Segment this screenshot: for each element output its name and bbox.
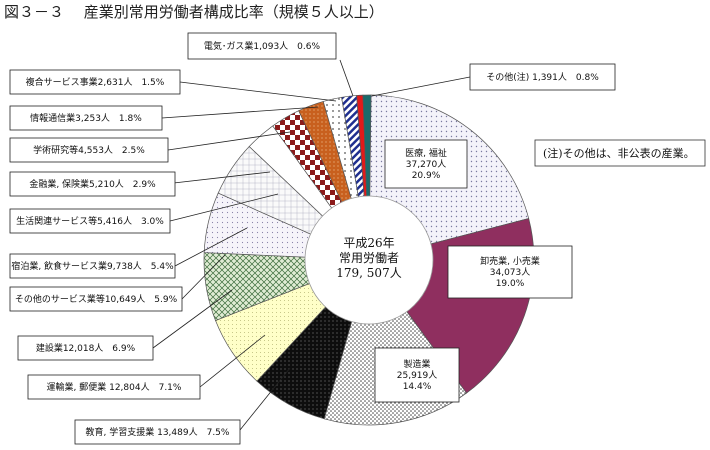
label-text-education: 教育, 学習支援業 13,489人 7.5% xyxy=(86,426,230,438)
note-box xyxy=(534,139,706,167)
leader-line-living-services xyxy=(169,193,279,222)
label-text-wholesale-retail: 19.0% xyxy=(496,279,525,289)
label-text-manufacturing: 製造業 xyxy=(403,358,430,370)
label-text-wholesale-retail: 34,073人 xyxy=(490,267,531,278)
label-box-other xyxy=(469,63,616,91)
label-text-manufacturing: 25,919人 xyxy=(397,370,438,381)
label-box-medical-welfare xyxy=(384,139,468,189)
center-year: 平成26年 xyxy=(343,236,394,250)
leader-line-info-comm xyxy=(161,106,319,119)
label-text-compound-services: 複合サービス事業2,631人 1.5% xyxy=(26,76,165,88)
leader-line-electricity-gas xyxy=(339,59,354,97)
label-box-manufacturing xyxy=(374,347,460,403)
leader-line-other-services xyxy=(181,254,226,300)
label-text-electricity-gas: 電気･ガス業1,093人 0.6% xyxy=(204,40,321,52)
label-box-other-services xyxy=(9,286,183,312)
label-text-info-comm: 情報通信業3,253人 1.8% xyxy=(30,112,142,124)
center-total: 179, 507人 xyxy=(336,266,401,280)
label-text-wholesale-retail: 卸売業, 小売業 xyxy=(480,255,540,267)
figure-title: 図３－３ 産業別常用労働者構成比率（規模５人以上） xyxy=(4,3,384,21)
label-box-construction xyxy=(17,335,154,361)
note-text: (注)その他は、非公表の産業。 xyxy=(543,146,695,160)
label-box-info-comm xyxy=(9,105,163,131)
leader-line-accommodation-food xyxy=(174,227,248,267)
label-box-finance-insurance xyxy=(9,171,176,197)
leader-line-other xyxy=(371,76,471,97)
donut-hole xyxy=(304,195,434,325)
label-box-education xyxy=(74,419,241,445)
leader-line-compound-services xyxy=(179,81,337,102)
label-text-accommodation-food: 宿泊業, 飲食サービス業9,738人 5.4% xyxy=(11,260,174,272)
label-box-electricity-gas xyxy=(187,32,337,60)
label-text-academic-research: 学術研究等4,553人 2.5% xyxy=(33,144,145,156)
label-box-transport-postal xyxy=(27,374,201,400)
leader-line-construction xyxy=(152,289,233,349)
leader-line-finance-insurance xyxy=(164,171,271,185)
label-text-construction: 建設業12,018人 6.9% xyxy=(36,342,136,354)
leader-line-education xyxy=(239,367,291,431)
leader-line-academic-research xyxy=(167,131,291,151)
center-caption: 常用労働者 xyxy=(339,251,399,265)
label-text-medical-welfare: 医療, 福祉 xyxy=(405,147,447,159)
label-text-living-services: 生活関連サービス等5,416人 3.0% xyxy=(16,215,164,227)
label-text-manufacturing: 14.4% xyxy=(403,382,432,392)
label-box-living-services xyxy=(9,208,171,234)
leader-line-transport-postal xyxy=(199,334,266,388)
label-text-medical-welfare: 20.9% xyxy=(412,171,441,181)
label-text-other: その他(注) 1,391人 0.8% xyxy=(486,71,599,83)
label-text-other-services: その他のサービス業等10,649人 5.9% xyxy=(15,293,178,305)
label-box-compound-services xyxy=(9,69,181,95)
label-box-accommodation-food xyxy=(9,253,176,279)
label-text-medical-welfare: 37,270人 xyxy=(406,159,447,170)
label-text-transport-postal: 運輸業, 郵便業 12,804人 7.1% xyxy=(47,381,182,393)
label-box-wholesale-retail xyxy=(447,245,573,299)
label-text-finance-insurance: 金融業, 保険業5,210人 2.9% xyxy=(29,178,156,190)
label-box-academic-research xyxy=(9,137,169,163)
